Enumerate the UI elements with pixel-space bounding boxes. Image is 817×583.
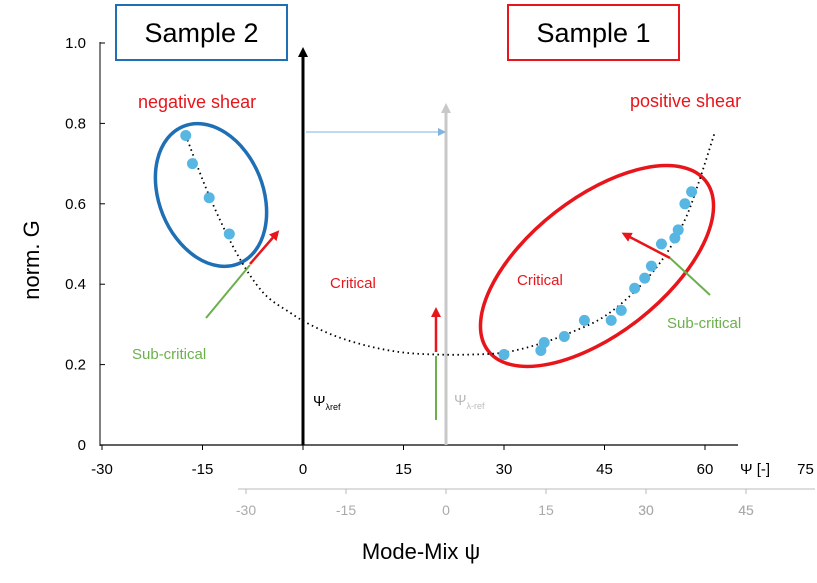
red-arrow-right <box>621 232 671 260</box>
data-point <box>180 129 192 141</box>
x-tick-label: 45 <box>596 461 613 478</box>
x-ticks: -30 -15 0 15 30 45 60 75 <box>91 445 814 478</box>
x2-tick-label: 45 <box>738 502 754 518</box>
psi-ref-symbol: Ψ <box>313 393 326 410</box>
data-point <box>679 198 691 210</box>
data-point <box>203 192 215 204</box>
data-points <box>180 129 698 361</box>
data-point <box>655 238 667 250</box>
blue-ellipse <box>153 121 269 269</box>
data-point <box>223 228 235 240</box>
x-tick-label: -30 <box>91 461 113 478</box>
data-point <box>645 260 657 272</box>
negative-shear-label: negative shear <box>138 92 256 112</box>
data-point <box>498 349 510 361</box>
fit-curve <box>184 131 716 356</box>
psi-ref2-subscript: λ-ref <box>467 401 485 411</box>
subcritical-label-right: Sub-critical <box>667 315 741 332</box>
y-tick-label: 0 <box>78 437 86 454</box>
data-point <box>558 330 570 342</box>
y-ticks: 0 0.2 0.4 0.6 0.8 1.0 <box>65 35 105 454</box>
x-tick-label: 15 <box>395 461 412 478</box>
y-axis-label: norm. G <box>19 220 44 299</box>
x-tick-label: -15 <box>192 461 214 478</box>
x2-tick-label: 15 <box>538 502 554 518</box>
data-point <box>639 272 651 284</box>
critical-label-left: Critical <box>330 275 376 292</box>
x-tick-label: 60 <box>697 461 714 478</box>
red-arrow-left <box>249 230 280 265</box>
data-point <box>186 158 198 170</box>
data-point <box>538 336 550 348</box>
data-point <box>629 282 641 294</box>
x-axis-label: Mode-Mix ψ <box>362 539 480 564</box>
x-axis-end-label: Ψ [-] <box>740 461 770 478</box>
psi-ref2-label: Ψλ-ref <box>454 392 485 411</box>
data-point <box>578 314 590 326</box>
x2-tick-label: 30 <box>638 502 654 518</box>
x-tick-label: 75 <box>797 461 814 478</box>
y-tick-label: 0.4 <box>65 276 86 293</box>
y-tick-label: 0.6 <box>65 196 86 213</box>
y-tick-label: 0.2 <box>65 357 86 374</box>
x2-tick-label: 0 <box>442 502 450 518</box>
subcritical-label-left: Sub-critical <box>132 346 206 363</box>
red-ellipse <box>478 163 716 369</box>
psi-ref-label: Ψλref <box>313 393 341 412</box>
green-line-right <box>669 257 711 296</box>
data-point <box>686 186 698 198</box>
y-tick-label: 1.0 <box>65 35 86 52</box>
x2-tick-label: -15 <box>336 502 356 518</box>
sample2-label: Sample 2 <box>144 18 258 48</box>
critical-label-right: Critical <box>517 272 563 289</box>
data-point <box>672 224 684 236</box>
data-point <box>615 304 627 316</box>
y-tick-label: 0.8 <box>65 115 86 132</box>
x2-tick-label: 30 <box>638 502 654 518</box>
data-point <box>605 314 617 326</box>
sample1-label: Sample 1 <box>536 18 650 48</box>
x-tick-label: 30 <box>496 461 513 478</box>
x2-tick-label: -30 <box>236 502 256 518</box>
sample1-box <box>507 4 680 61</box>
green-line-left <box>205 264 251 319</box>
sample2-box <box>115 4 288 61</box>
psi-ref-subscript: λref <box>326 402 342 412</box>
positive-shear-label: positive shear <box>630 91 741 111</box>
psi-ref2-symbol: Ψ <box>454 392 467 409</box>
x-tick-label: 0 <box>299 461 307 478</box>
x2-tick-label: 45 <box>738 502 754 518</box>
